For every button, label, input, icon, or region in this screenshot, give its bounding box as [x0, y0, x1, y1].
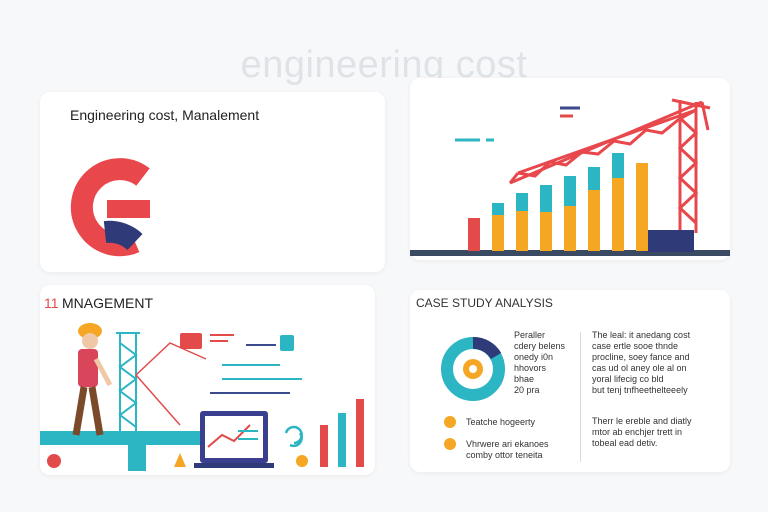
card-crane-bars: [410, 78, 730, 260]
bar: [516, 193, 528, 211]
card-case-study: CASE STUDY ANALYSIS Peraller cdery belen…: [410, 290, 730, 472]
legend-label: Teatche hogeerty: [466, 417, 536, 427]
bar: [492, 203, 504, 215]
worker-icon: [72, 323, 113, 436]
bar: [564, 176, 576, 206]
brand-logo-icon: [70, 158, 150, 257]
platform: [40, 431, 215, 445]
crane-base: [644, 230, 694, 252]
card-title: CASE STUDY ANALYSIS: [416, 296, 553, 310]
chat-bubble-icon: [180, 333, 202, 349]
card-title: Engineering cost, Manalement: [70, 107, 260, 123]
bar: [492, 215, 504, 251]
bar: [588, 190, 600, 251]
crane-bar-illustration: [410, 98, 730, 256]
location-pin-icon: [280, 335, 294, 351]
gear-icon: [296, 455, 308, 467]
bar: [320, 425, 328, 467]
bar: [356, 399, 364, 467]
bar: [540, 185, 552, 212]
bar: [564, 206, 576, 251]
arrow-line: [135, 342, 207, 376]
legend-dot-icon: [444, 416, 456, 428]
donut-segment: [472, 337, 502, 360]
management-illustration: [40, 323, 364, 471]
bar: [468, 218, 480, 251]
arrow-line: [135, 374, 181, 426]
card-cost-management: Engineering cost, Manalement: [40, 92, 385, 272]
bar-group: [468, 153, 648, 251]
bar: [636, 163, 648, 251]
bar: [540, 212, 552, 251]
card-management: 11 MNAGEMENT: [40, 285, 375, 475]
section-number: 11: [44, 295, 59, 311]
bar: [612, 178, 624, 251]
legend-dot-icon: [444, 438, 456, 450]
right-paragraph: Therr le ereble and diatly mtor ab enchj…: [592, 416, 692, 448]
ground-line: [410, 250, 730, 256]
bar: [338, 413, 346, 467]
card-title: MNAGEMENT: [62, 295, 153, 311]
bar: [588, 167, 600, 190]
cone-icon: [174, 453, 186, 467]
bar: [516, 211, 528, 251]
crane-icon: [508, 98, 711, 233]
laptop-chart-icon: [194, 411, 274, 468]
wheel-icon: [47, 454, 61, 468]
bar: [612, 153, 624, 178]
divider: [580, 332, 581, 462]
platform-leg: [128, 445, 146, 471]
right-paragraph: The leal: it anedang cost case ertle soo…: [592, 330, 691, 395]
donut-description: Peraller cdery belens onedy i0n hhovors …: [514, 330, 566, 395]
donut-chart: [441, 337, 505, 401]
tower-icon: [116, 332, 140, 431]
cycle-arrows-icon: [284, 425, 303, 448]
legend-label: Vhrwere ari ekanoes comby ottor teneita: [466, 439, 549, 460]
